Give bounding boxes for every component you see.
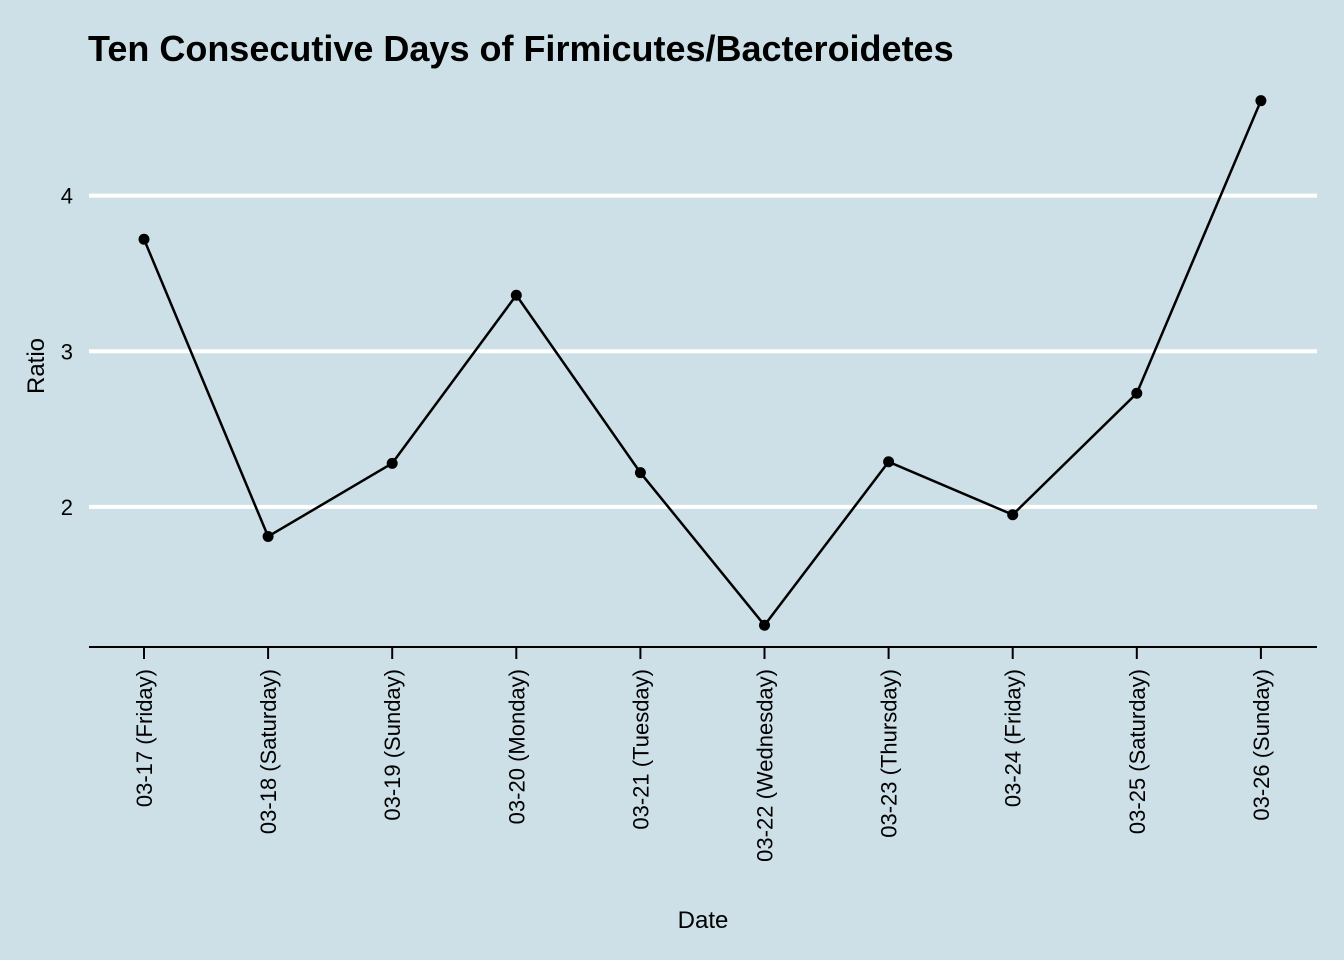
x-axis-title: Date: [678, 907, 729, 934]
y-tick-label: 4: [61, 184, 73, 209]
x-tick-label: 03-25 (Saturday): [1125, 669, 1150, 834]
data-point: [386, 457, 398, 469]
x-tick-label: 03-24 (Friday): [1001, 669, 1026, 807]
data-point: [634, 467, 646, 479]
chart-title: Ten Consecutive Days of Firmicutes/Bacte…: [88, 28, 954, 69]
gridlines: [89, 193, 1317, 509]
data-point: [883, 456, 895, 468]
y-tick-label: 2: [61, 495, 73, 520]
x-tick-label: 03-23 (Thursday): [877, 669, 902, 838]
x-ticks: 03-17 (Friday) 03-18 (Saturday) 03-19 (Sun…: [132, 647, 1274, 862]
x-tick-label: 03-22 (Wednesday): [753, 669, 778, 862]
y-tick-label: 3: [61, 339, 73, 364]
x-tick-label: 03-18 (Saturday): [256, 669, 281, 834]
x-tick-label: 03-17 (Friday): [132, 669, 157, 807]
x-tick-label: 03-26 (Sunday): [1249, 669, 1274, 821]
data-point: [1255, 95, 1267, 107]
x-tick-label: 03-20 (Monday): [504, 669, 529, 824]
data-point: [1131, 387, 1143, 399]
data-point: [1007, 509, 1019, 521]
data-point: [138, 233, 150, 245]
data-point: [759, 619, 770, 631]
data-point: [262, 530, 274, 542]
data-point: [510, 289, 522, 301]
data-points: [138, 95, 1267, 631]
y-axis-title: Ratio: [23, 338, 50, 394]
series-line: [142, 100, 1263, 628]
x-tick-label: 03-21 (Tuesday): [628, 669, 653, 830]
y-tick-labels: 2 3 4: [61, 184, 73, 520]
x-tick-label: 03-19 (Sunday): [380, 669, 405, 821]
